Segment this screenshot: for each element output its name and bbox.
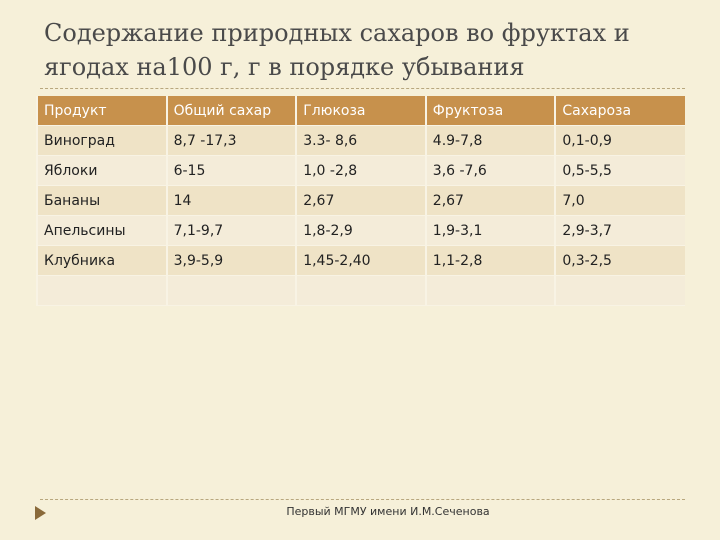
footer-text: Первый МГМУ имени И.М.Сеченова: [286, 505, 490, 518]
column-header: Сахароза: [554, 96, 685, 126]
sugar-table: Продукт Общий сахар Глюкоза Фруктоза Сахароз…: [36, 96, 685, 306]
table-cell: Виноград: [36, 125, 167, 156]
table-row: Апельсины 7,1-9,7 1,8-2,9 1,9-3,1 2,9-3,7: [36, 215, 685, 246]
table-cell: 0,5-5,5: [554, 155, 685, 186]
empty-cell: [295, 275, 426, 306]
table-cell: 0,3-2,5: [554, 245, 685, 276]
divider: [40, 88, 685, 89]
table-row: Клубника 3,9-5,9 1,45-2,40 1,1-2,8 0,3-2,5: [36, 245, 685, 276]
table-cell: 1,45-2,40: [295, 245, 426, 276]
table-cell: 7,0: [554, 185, 685, 216]
empty-cell: [424, 275, 556, 306]
empty-cell: [36, 275, 167, 306]
table-cell: 3.3- 8,6: [295, 125, 426, 156]
table-cell: 2,9-3,7: [554, 215, 685, 246]
table-cell: 3,9-5,9: [165, 245, 297, 276]
table-cell: 4.9-7,8: [424, 125, 556, 156]
table-row: Виноград 8,7 -17,3 3.3- 8,6 4.9-7,8 0,1-0,9: [36, 125, 685, 156]
table-cell: 6-15: [165, 155, 297, 186]
table-cell: 7,1-9,7: [165, 215, 297, 246]
table-cell: Апельсины: [36, 215, 167, 246]
table-cell: 1,9-3,1: [424, 215, 556, 246]
bullet-arrow: [35, 506, 46, 520]
table-cell: Бананы: [36, 185, 167, 216]
table-cell: 14: [165, 185, 297, 216]
table-cell: 2,67: [295, 185, 426, 216]
table-cell: Яблоки: [36, 155, 167, 186]
table-cell: 0,1-0,9: [554, 125, 685, 156]
empty-row: [36, 275, 685, 306]
table-cell: 2,67: [424, 185, 556, 216]
empty-cell: [554, 275, 685, 306]
column-header: Глюкоза: [295, 96, 426, 126]
column-header: Фруктоза: [424, 96, 556, 126]
table-cell: Клубника: [36, 245, 167, 276]
table-row: Бананы 14 2,67 2,67 7,0: [36, 185, 685, 216]
empty-cell: [165, 275, 297, 306]
divider: [40, 499, 685, 500]
table-cell: 8,7 -17,3: [165, 125, 297, 156]
table-cell: 3,6 -7,6: [424, 155, 556, 186]
column-header: Продукт: [36, 96, 167, 126]
table-row: Яблоки 6-15 1,0 -2,8 3,6 -7,6 0,5-5,5: [36, 155, 685, 186]
header-row: Продукт Общий сахар Глюкоза Фруктоза Сахароз…: [36, 96, 685, 126]
table-cell: 1,0 -2,8: [295, 155, 426, 186]
slide-title: Содержание природных сахаров во фруктах …: [44, 19, 630, 81]
table-cell: 1,8-2,9: [295, 215, 426, 246]
table-cell: 1,1-2,8: [424, 245, 556, 276]
column-header: Общий сахар: [165, 96, 297, 126]
